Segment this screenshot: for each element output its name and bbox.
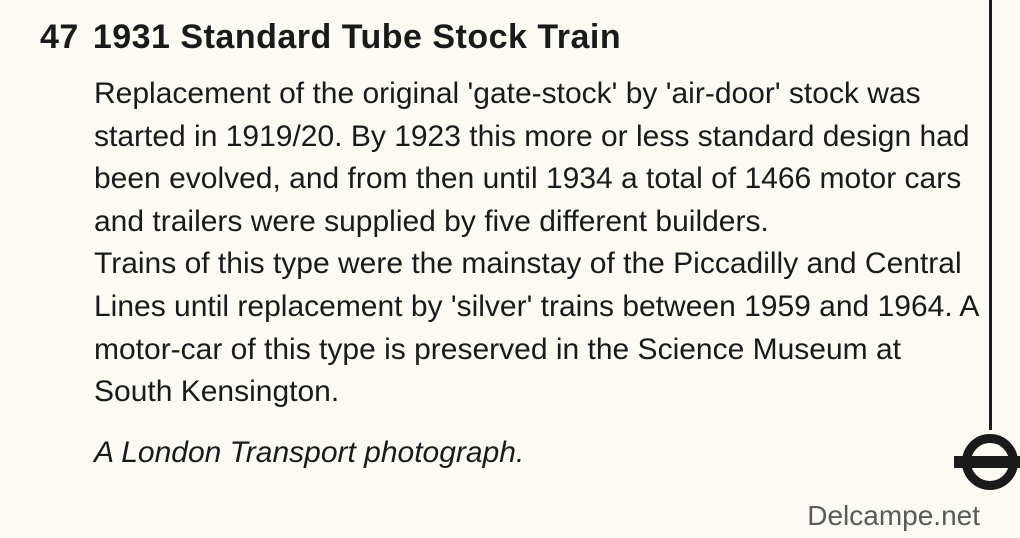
roundel-bar [954, 456, 1020, 468]
item-number: 47 [40, 18, 79, 57]
london-transport-roundel-icon [962, 434, 1018, 490]
paragraph-1: Replacement of the original 'gate-stock'… [94, 73, 980, 243]
title-text: 1931 Standard Tube Stock Train [93, 18, 621, 57]
footer-source-url: Delcampe.net [807, 500, 980, 532]
document-content: 47 1931 Standard Tube Stock Train Replac… [0, 0, 1020, 490]
photo-credit: A London Transport photograph. [94, 436, 980, 470]
title-row: 47 1931 Standard Tube Stock Train [40, 18, 980, 57]
vertical-divider [989, 0, 992, 430]
paragraph-2: Trains of this type were the mainstay of… [94, 243, 980, 413]
body-text: Replacement of the original 'gate-stock'… [94, 73, 980, 414]
